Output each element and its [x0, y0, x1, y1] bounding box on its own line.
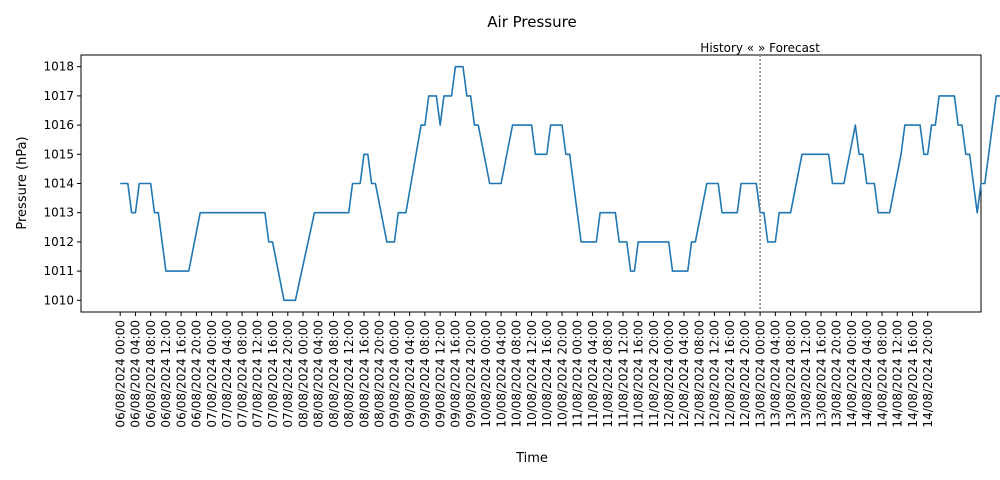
y-tick-label: 1012 — [43, 235, 74, 249]
x-tick-label: 08/08/2024 00:00 — [296, 320, 310, 428]
x-tick-label: 06/08/2024 20:00 — [190, 320, 204, 428]
x-tick-label: 07/08/2024 12:00 — [251, 320, 265, 428]
x-tick-label: 13/08/2024 04:00 — [769, 320, 783, 428]
x-tick-label: 09/08/2024 20:00 — [464, 320, 478, 428]
x-tick-label: 13/08/2024 20:00 — [830, 320, 844, 428]
x-tick-label: 14/08/2024 08:00 — [875, 320, 889, 428]
x-tick-label: 06/08/2024 04:00 — [129, 320, 143, 428]
x-tick-label: 10/08/2024 04:00 — [494, 320, 508, 428]
y-tick-label: 1016 — [43, 118, 74, 132]
x-tick-label: 10/08/2024 16:00 — [540, 320, 554, 428]
y-tick-label: 1017 — [43, 89, 74, 103]
y-tick-label: 1013 — [43, 206, 74, 220]
x-tick-label: 06/08/2024 08:00 — [144, 320, 158, 428]
x-tick-label: 08/08/2024 08:00 — [327, 320, 341, 428]
x-tick-label: 13/08/2024 12:00 — [799, 320, 813, 428]
x-axis-title: Time — [515, 451, 548, 466]
x-tick-label: 07/08/2024 20:00 — [281, 320, 295, 428]
chart-title: Air Pressure — [487, 13, 576, 31]
y-tick-label: 1011 — [43, 264, 74, 278]
x-tick-label: 11/08/2024 12:00 — [616, 320, 630, 428]
x-tick-label: 12/08/2024 12:00 — [708, 320, 722, 428]
x-tick-label: 14/08/2024 04:00 — [860, 320, 874, 428]
x-tick-label: 09/08/2024 16:00 — [449, 320, 463, 428]
x-tick-label: 08/08/2024 20:00 — [373, 320, 387, 428]
x-tick-label: 11/08/2024 20:00 — [647, 320, 661, 428]
x-tick-label: 07/08/2024 16:00 — [266, 320, 280, 428]
x-tick-label: 09/08/2024 00:00 — [388, 320, 402, 428]
x-tick-label: 13/08/2024 16:00 — [814, 320, 828, 428]
x-tick-label: 08/08/2024 12:00 — [342, 320, 356, 428]
x-tick-label: 07/08/2024 08:00 — [235, 320, 249, 428]
y-axis-title: Pressure (hPa) — [15, 136, 30, 229]
x-tick-label: 11/08/2024 08:00 — [601, 320, 615, 428]
x-tick-label: 10/08/2024 08:00 — [510, 320, 524, 428]
x-tick-label: 08/08/2024 16:00 — [357, 320, 371, 428]
x-tick-label: 09/08/2024 12:00 — [433, 320, 447, 428]
y-tick-label: 1014 — [43, 177, 74, 191]
y-tick-label: 1018 — [43, 60, 74, 74]
x-tick-label: 11/08/2024 00:00 — [571, 320, 585, 428]
x-tick-label: 12/08/2024 20:00 — [738, 320, 752, 428]
x-tick-label: 12/08/2024 00:00 — [662, 320, 676, 428]
x-tick-label: 14/08/2024 12:00 — [891, 320, 905, 428]
plot-area: 1010 1011 1012 1013 1014 1015 1016 1017 1018 06/0… — [43, 41, 1000, 428]
x-tick-label: 06/08/2024 12:00 — [159, 320, 173, 428]
x-tick-label: 10/08/2024 12:00 — [525, 320, 539, 428]
x-tick-label: 10/08/2024 00:00 — [479, 320, 493, 428]
x-tick-label: 14/08/2024 16:00 — [906, 320, 920, 428]
x-tick-label: 11/08/2024 04:00 — [586, 320, 600, 428]
x-tick-label: 14/08/2024 00:00 — [845, 320, 859, 428]
x-tick-label: 13/08/2024 00:00 — [753, 320, 767, 428]
x-tick-label: 13/08/2024 08:00 — [784, 320, 798, 428]
x-tick-label: 07/08/2024 00:00 — [205, 320, 219, 428]
x-tick-label: 06/08/2024 00:00 — [114, 320, 128, 428]
x-tick-label: 06/08/2024 16:00 — [174, 320, 188, 428]
x-tick-label: 12/08/2024 04:00 — [677, 320, 691, 428]
x-tick-label: 10/08/2024 20:00 — [555, 320, 569, 428]
x-tick-label: 12/08/2024 08:00 — [692, 320, 706, 428]
x-tick-label: 09/08/2024 04:00 — [403, 320, 417, 428]
y-tick-label: 1010 — [43, 293, 74, 307]
x-tick-label: 08/08/2024 04:00 — [312, 320, 326, 428]
y-tick-label: 1015 — [43, 147, 74, 161]
forecast-annotation: History « » Forecast — [700, 41, 820, 55]
x-tick-label: 07/08/2024 04:00 — [220, 320, 234, 428]
x-tick-label: 09/08/2024 08:00 — [418, 320, 432, 428]
x-tick-label: 14/08/2024 20:00 — [921, 320, 935, 428]
series-line — [120, 65, 1000, 302]
x-tick-label: 12/08/2024 16:00 — [723, 320, 737, 428]
x-tick-label: 11/08/2024 16:00 — [632, 320, 646, 428]
